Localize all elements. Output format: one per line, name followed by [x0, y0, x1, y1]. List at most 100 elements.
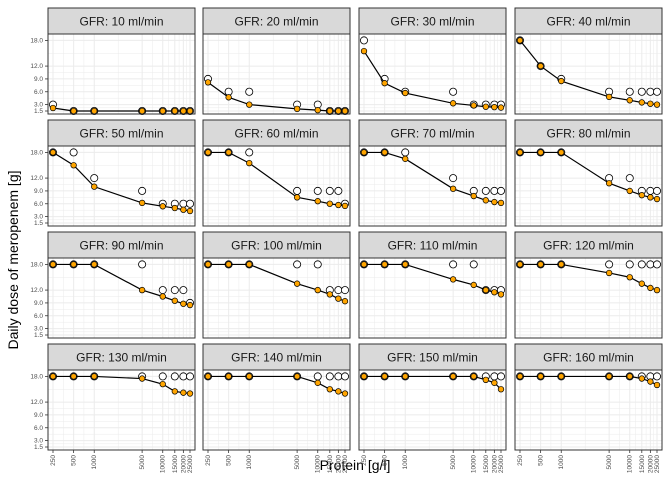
- open-point: [334, 286, 343, 295]
- facet-strip-label: GFR: 10 ml/min: [79, 15, 163, 29]
- filled-point: [204, 149, 212, 156]
- facet-panel: GFR: 120 ml/min: [514, 231, 663, 339]
- facet-panel: GFR: 10 ml/min 1.53.0 6.0 9.0 12.0 18.0: [30, 7, 196, 116]
- filled-point: [381, 80, 388, 87]
- panel-background: [515, 370, 662, 450]
- filled-point: [159, 380, 166, 388]
- filled-point: [180, 206, 187, 213]
- filled-point: [186, 390, 194, 397]
- panel-border: [358, 369, 507, 451]
- facet-strip: [202, 119, 351, 147]
- facet-panel: GFR: 70 ml/min: [358, 119, 507, 227]
- y-tick-label: 6.0: [34, 201, 43, 208]
- filled-point: [314, 198, 321, 205]
- filled-point: [497, 199, 505, 207]
- panel-border: [202, 145, 351, 227]
- filled-point: [558, 261, 565, 268]
- filled-point: [360, 149, 368, 156]
- filled-point: [246, 159, 253, 167]
- facet-strip-label: GFR: 20 ml/min: [234, 15, 318, 29]
- open-point: [293, 260, 302, 269]
- facet-strip: [358, 343, 507, 371]
- filled-point: [470, 281, 477, 289]
- filled-point: [497, 291, 505, 298]
- filled-point: [138, 107, 146, 115]
- panel-border: [202, 33, 351, 115]
- filled-point: [225, 94, 232, 101]
- x-tick-label: 250: [50, 455, 57, 466]
- panel-border: [47, 257, 196, 339]
- facet-panel: GFR: 110 ml/min: [358, 231, 507, 339]
- facet-panel: GFR: 30 ml/min: [358, 7, 507, 115]
- filled-point: [70, 162, 77, 169]
- open-point: [179, 372, 188, 381]
- open-point: [325, 372, 334, 381]
- filled-point: [605, 269, 613, 277]
- open-point: [313, 186, 322, 195]
- facet-strip-label: GFR: 110 ml/min: [388, 239, 478, 253]
- panel-background: [48, 34, 195, 114]
- filled-point: [638, 99, 645, 106]
- panel-border: [202, 257, 351, 339]
- filled-point: [497, 104, 505, 111]
- panel-border: [47, 145, 196, 227]
- filled-point: [180, 389, 187, 396]
- x-tick-label: 25000: [498, 455, 505, 473]
- filled-point: [341, 298, 349, 305]
- x-tick-label: 5000: [294, 455, 301, 470]
- filled-point: [341, 202, 349, 210]
- x-tick-label: 250: [205, 455, 212, 466]
- x-tick-label: 25000: [187, 455, 194, 473]
- filled-point: [537, 149, 544, 156]
- filled-point: [605, 93, 613, 101]
- facet-strip: [47, 7, 196, 35]
- y-tick-label: 3.0: [34, 326, 43, 333]
- open-point: [185, 199, 194, 208]
- filled-point: [171, 297, 178, 304]
- filled-point: [171, 388, 178, 395]
- open-point: [625, 174, 634, 183]
- filled-point: [49, 104, 57, 112]
- filled-point: [516, 261, 524, 268]
- panel-background: [48, 370, 195, 450]
- y-tick-label: 18.0: [30, 261, 43, 268]
- y-tick-label: 18.0: [30, 149, 43, 156]
- filled-point: [314, 379, 321, 386]
- panel-border: [514, 145, 663, 227]
- filled-point: [159, 203, 166, 210]
- panel-background: [515, 146, 662, 226]
- filled-point: [626, 274, 633, 281]
- filled-point: [246, 373, 253, 380]
- filled-point: [293, 105, 301, 113]
- y-tick-label: 1.5: [34, 332, 43, 339]
- filled-point: [449, 100, 457, 107]
- open-point: [334, 372, 343, 381]
- x-tick-label: 250: [517, 455, 524, 466]
- filled-point: [70, 261, 77, 268]
- filled-point: [638, 375, 645, 382]
- facet-strip-label: GFR: 80 ml/min: [546, 127, 630, 141]
- filled-point: [516, 373, 524, 380]
- panel-background: [359, 34, 506, 114]
- filled-point: [516, 149, 524, 156]
- filled-point: [402, 155, 409, 162]
- facet-panel: GFR: 60 ml/min: [202, 119, 351, 227]
- panel-background: [359, 258, 506, 338]
- filled-point: [638, 192, 645, 199]
- open-point: [496, 372, 505, 381]
- open-point: [158, 286, 167, 295]
- filled-point: [326, 107, 333, 115]
- facet-strip-label: GFR: 160 ml/min: [543, 351, 634, 365]
- facet-strip: [47, 343, 196, 371]
- open-point: [245, 148, 254, 157]
- panel-border: [358, 33, 507, 115]
- open-point: [625, 260, 634, 269]
- filled-point: [449, 276, 457, 283]
- filled-point: [402, 261, 409, 268]
- panel-border: [47, 33, 196, 115]
- filled-point: [180, 300, 187, 307]
- filled-point: [91, 373, 98, 380]
- filled-point: [653, 101, 661, 108]
- open-point: [449, 87, 458, 96]
